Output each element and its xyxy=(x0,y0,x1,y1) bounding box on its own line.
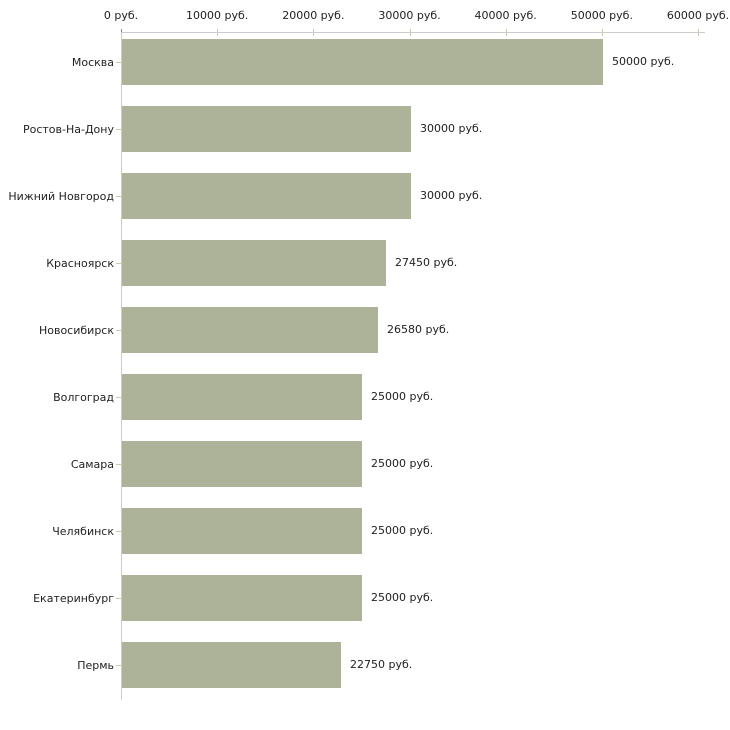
y-axis-tick-mark xyxy=(116,598,121,599)
bar-row: Ростов-На-Дону 30000 руб. xyxy=(0,106,730,152)
value-label: 30000 руб. xyxy=(420,122,483,135)
y-axis-tick-mark xyxy=(116,464,121,465)
bar-row: Новосибирск 26580 руб. xyxy=(0,307,730,353)
x-axis-tick-label: 30000 руб. xyxy=(378,9,441,22)
x-axis-tick-label: 0 руб. xyxy=(103,9,139,22)
x-axis-tick-label: 60000 руб. xyxy=(666,9,730,22)
bar xyxy=(122,642,341,688)
bar-row: Пермь 22750 руб. xyxy=(0,642,730,688)
category-label: Москва xyxy=(71,55,114,69)
value-label: 27450 руб. xyxy=(395,256,458,269)
y-axis-line xyxy=(121,32,122,700)
category-label: Челябинск xyxy=(52,524,114,538)
bar-row: Нижний Новгород 30000 руб. xyxy=(0,173,730,219)
bar xyxy=(122,575,362,621)
value-label: 25000 руб. xyxy=(371,457,434,470)
bar xyxy=(122,39,603,85)
y-axis-tick-mark xyxy=(116,263,121,264)
bar-row: Челябинск 25000 руб. xyxy=(0,508,730,554)
bar xyxy=(122,508,362,554)
x-axis-line xyxy=(121,32,705,33)
x-axis-tick-label: 10000 руб. xyxy=(186,9,249,22)
y-axis-tick-mark xyxy=(116,397,121,398)
bar-row: Москва 50000 руб. xyxy=(0,39,730,85)
y-axis-tick-mark xyxy=(116,129,121,130)
bar xyxy=(122,307,378,353)
category-label: Самара xyxy=(70,457,114,471)
value-label: 26580 руб. xyxy=(387,323,450,336)
value-label: 30000 руб. xyxy=(420,189,483,202)
category-label: Красноярск xyxy=(46,256,114,270)
value-label: 25000 руб. xyxy=(371,390,434,403)
bar xyxy=(122,106,411,152)
bar xyxy=(122,374,362,420)
category-label: Екатеринбург xyxy=(33,591,114,605)
value-label: 22750 руб. xyxy=(350,658,413,671)
y-axis-tick-mark xyxy=(116,665,121,666)
bar xyxy=(122,441,362,487)
x-axis-tick-label: 50000 руб. xyxy=(570,9,633,22)
x-axis-tick-label: 40000 руб. xyxy=(474,9,537,22)
bar-row: Красноярск 27450 руб. xyxy=(0,240,730,286)
bar xyxy=(122,240,386,286)
y-axis-tick-mark xyxy=(116,531,121,532)
category-label: Волгоград xyxy=(53,390,114,404)
bar xyxy=(122,173,411,219)
value-label: 50000 руб. xyxy=(612,55,675,68)
y-axis-tick-mark xyxy=(116,62,121,63)
y-axis-tick-mark xyxy=(116,196,121,197)
category-label: Новосибирск xyxy=(38,323,114,337)
y-axis-tick-mark xyxy=(116,330,121,331)
category-label: Ростов-На-Дону xyxy=(22,122,114,136)
value-label: 25000 руб. xyxy=(371,524,434,537)
category-label: Пермь xyxy=(77,658,114,672)
bar-row: Самара 25000 руб. xyxy=(0,441,730,487)
value-label: 25000 руб. xyxy=(371,591,434,604)
category-label: Нижний Новгород xyxy=(8,189,114,203)
bar-row: Волгоград 25000 руб. xyxy=(0,374,730,420)
bar-row: Екатеринбург 25000 руб. xyxy=(0,575,730,621)
x-axis-tick-label: 20000 руб. xyxy=(282,9,345,22)
